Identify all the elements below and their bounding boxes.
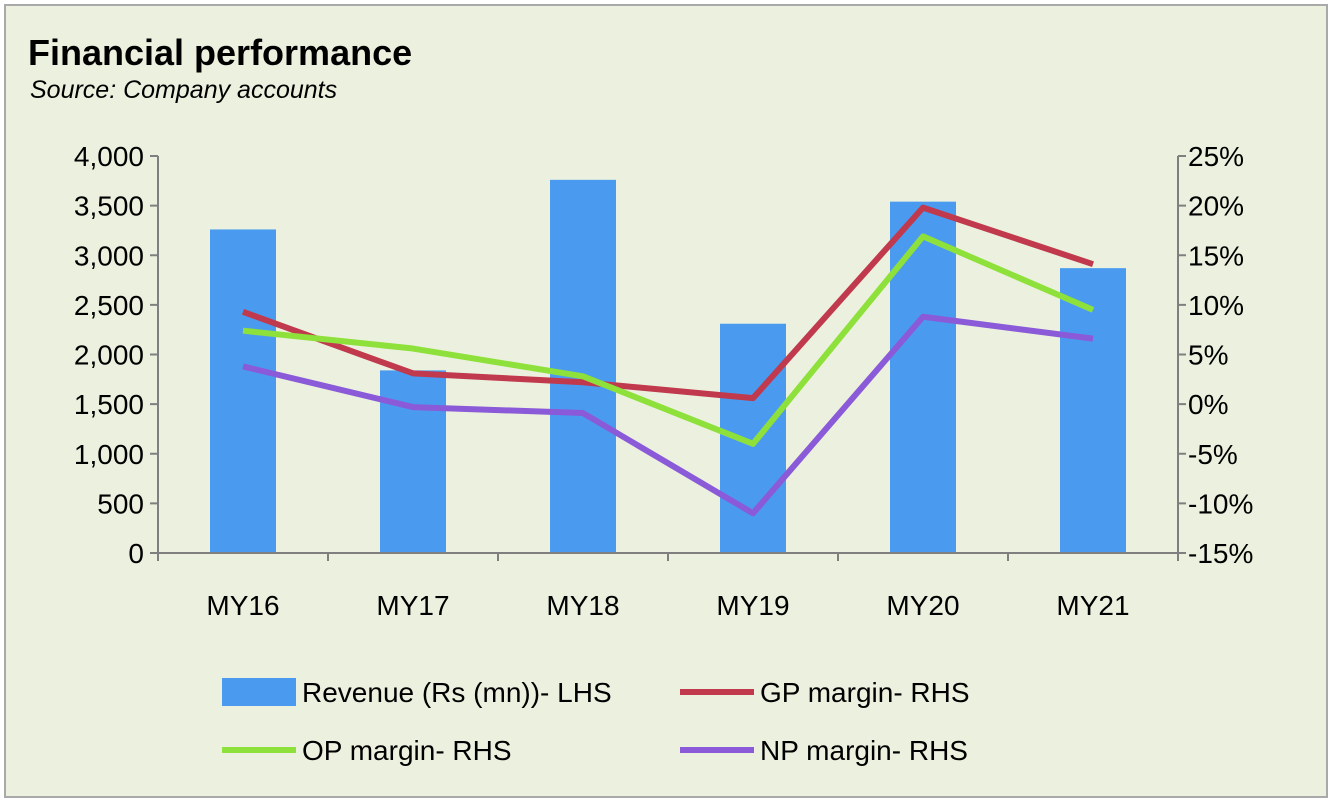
revenue-bar-my17 xyxy=(380,370,446,553)
revenue-bar-my19 xyxy=(720,323,786,553)
x-tick-label: MY21 xyxy=(1056,590,1129,621)
right-tick-label: -15% xyxy=(1188,538,1253,569)
x-tick-label: MY17 xyxy=(376,590,449,621)
x-tick-label: MY16 xyxy=(206,590,279,621)
legend-revenue-swatch xyxy=(222,678,296,706)
left-tick-label: 2,500 xyxy=(74,290,144,321)
left-tick-label: 500 xyxy=(97,488,144,519)
right-tick-label: -10% xyxy=(1188,488,1253,519)
x-tick-label: MY20 xyxy=(886,590,959,621)
left-tick-label: 3,000 xyxy=(74,240,144,271)
right-tick-label: 20% xyxy=(1188,191,1244,222)
right-tick-label: 0% xyxy=(1188,389,1228,420)
right-tick-label: 15% xyxy=(1188,240,1244,271)
right-tick-label: 10% xyxy=(1188,290,1244,321)
right-tick-label: 5% xyxy=(1188,340,1228,371)
left-tick-label: 2,000 xyxy=(74,340,144,371)
revenue-bar-my21 xyxy=(1060,268,1126,553)
op-margin-line xyxy=(242,233,1095,447)
right-tick-label: 25% xyxy=(1188,141,1244,172)
chart-subtitle: Source: Company accounts xyxy=(30,76,338,104)
left-tick-label: 1,500 xyxy=(74,389,144,420)
np-margin-line xyxy=(242,313,1094,517)
legend-label: GP margin- RHS xyxy=(760,677,970,708)
revenue-bar-my16 xyxy=(210,229,276,553)
revenue-bar-my20 xyxy=(890,201,956,553)
revenue-bar-my18 xyxy=(550,179,616,553)
left-tick-label: 4,000 xyxy=(74,141,144,172)
gp-margin-line xyxy=(241,204,1094,402)
left-tick-label: 3,500 xyxy=(74,191,144,222)
left-tick-label: 0 xyxy=(128,538,144,569)
right-tick-label: -5% xyxy=(1188,439,1238,470)
legend-label: NP margin- RHS xyxy=(760,735,968,766)
left-tick-label: 1,000 xyxy=(74,439,144,470)
legend-label: Revenue (Rs (mn))- LHS xyxy=(302,677,612,708)
x-tick-label: MY18 xyxy=(546,590,619,621)
legend-label: OP margin- RHS xyxy=(302,735,512,766)
chart-title: Financial performance xyxy=(28,32,413,73)
x-tick-label: MY19 xyxy=(716,590,789,621)
